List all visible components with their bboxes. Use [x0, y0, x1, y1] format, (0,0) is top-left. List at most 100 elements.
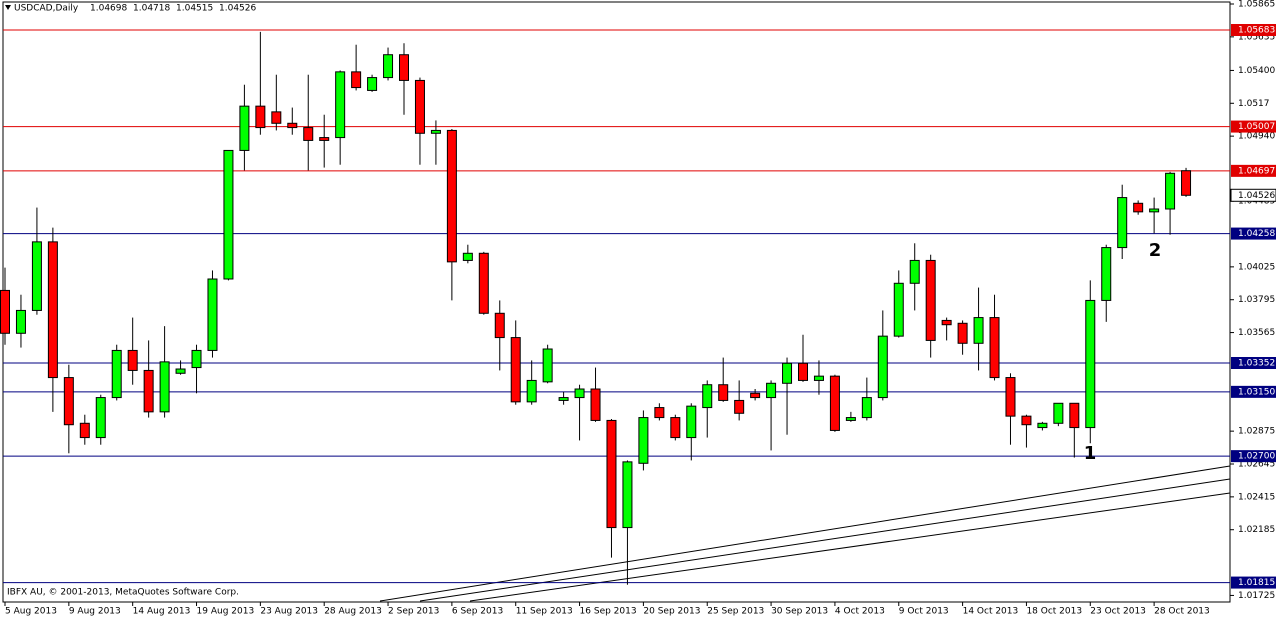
candle-body [845, 417, 856, 421]
candle [271, 74, 282, 131]
candle [590, 367, 601, 422]
candle [877, 310, 888, 401]
candle [1037, 421, 1048, 431]
x-tick-label: 11 Sep 2013 [516, 607, 573, 617]
candle [319, 114, 330, 168]
y-tick-label: 1.03565 [1238, 328, 1275, 338]
x-tick-label: 6 Sep 2013 [452, 607, 503, 617]
candle-body [957, 322, 968, 344]
level-label: 1.02700 [1238, 452, 1275, 462]
candle [766, 380, 777, 451]
y-tick-label: 1.05865 [1238, 0, 1275, 10]
x-tick-label: 14 Aug 2013 [133, 607, 191, 617]
candle [1021, 414, 1032, 448]
level-label-box [1231, 24, 1276, 36]
symbol: USDCAD,Daily [14, 4, 79, 14]
candle [1005, 373, 1016, 445]
candle [191, 344, 202, 394]
candle-body [1149, 208, 1160, 213]
x-tick-label: 9 Oct 2013 [899, 607, 949, 617]
candle-body [63, 377, 74, 426]
candle-body [494, 312, 505, 339]
header-value: 1.04526 [219, 4, 256, 14]
candle-body [989, 317, 1000, 379]
candle [925, 254, 936, 358]
candle [845, 411, 856, 422]
candle-body [638, 417, 649, 464]
candle-body [766, 382, 777, 399]
candle-body [1165, 172, 1176, 210]
level-label-box [1231, 576, 1276, 589]
candle-body [414, 79, 425, 134]
candle [255, 31, 266, 135]
candle-body [510, 337, 521, 403]
candle-body [558, 397, 569, 401]
candle-body [287, 122, 298, 129]
candle-body [223, 149, 234, 280]
candle [670, 414, 681, 441]
footer: IBFX AU, © 2001-2013, MetaQuotes Softwar… [7, 588, 239, 598]
y-tick-label: 1.04025 [1238, 262, 1275, 272]
candle [574, 384, 585, 441]
candle [622, 460, 633, 585]
menu-triangle[interactable] [5, 5, 11, 10]
candle-body [207, 278, 218, 351]
candle [446, 129, 457, 301]
candle-body [0, 289, 10, 334]
candle [1117, 184, 1128, 259]
candle-body [973, 317, 984, 344]
candle [734, 380, 745, 421]
candle [989, 294, 1000, 381]
candle [526, 360, 537, 405]
candle [95, 394, 106, 445]
candle [702, 380, 713, 438]
x-tick-label: 18 Oct 2013 [1026, 607, 1082, 617]
x-tick-label: 14 Oct 2013 [963, 607, 1019, 617]
candle-body [399, 54, 409, 81]
x-tick-label: 2 Sep 2013 [388, 607, 439, 617]
candle-body [462, 252, 473, 261]
candle [638, 410, 649, 471]
candle [367, 74, 378, 92]
x-tick-label: 20 Sep 2013 [643, 607, 700, 617]
y-tick-label: 1.02415 [1238, 492, 1275, 502]
candle-body [1117, 197, 1128, 249]
y-tick-label: 1.02875 [1238, 427, 1275, 437]
candle [558, 391, 569, 405]
candle [430, 120, 441, 165]
candle-body [1133, 202, 1144, 213]
candle [383, 47, 394, 81]
y-tick-label: 1.02645 [1238, 460, 1275, 470]
candle-body [925, 259, 936, 341]
candle [718, 357, 729, 402]
candle [63, 364, 74, 454]
candle [1069, 402, 1080, 458]
candle [175, 360, 186, 375]
candle-body [606, 419, 617, 529]
candle-body [191, 349, 202, 369]
candle-body [909, 259, 920, 284]
candle [1181, 167, 1192, 197]
candle-body [446, 129, 457, 263]
candle [798, 334, 808, 382]
candle [15, 294, 26, 348]
candle-body [271, 111, 282, 124]
candle [335, 70, 346, 165]
candle [414, 77, 425, 165]
candle [478, 251, 489, 315]
candle-body [351, 71, 362, 89]
candle-body [1053, 402, 1064, 424]
candle-body [1181, 170, 1192, 196]
candle [861, 377, 872, 421]
header-value: 1.04718 [133, 4, 170, 14]
candle [542, 344, 553, 384]
candle-body [159, 361, 170, 413]
level-label: 1.04258 [1238, 229, 1275, 239]
candle-body [622, 461, 633, 529]
candle [79, 414, 90, 445]
candle-body [877, 335, 888, 399]
candle [111, 344, 122, 401]
level-label: 1.03352 [1238, 359, 1275, 369]
candle [957, 320, 968, 355]
